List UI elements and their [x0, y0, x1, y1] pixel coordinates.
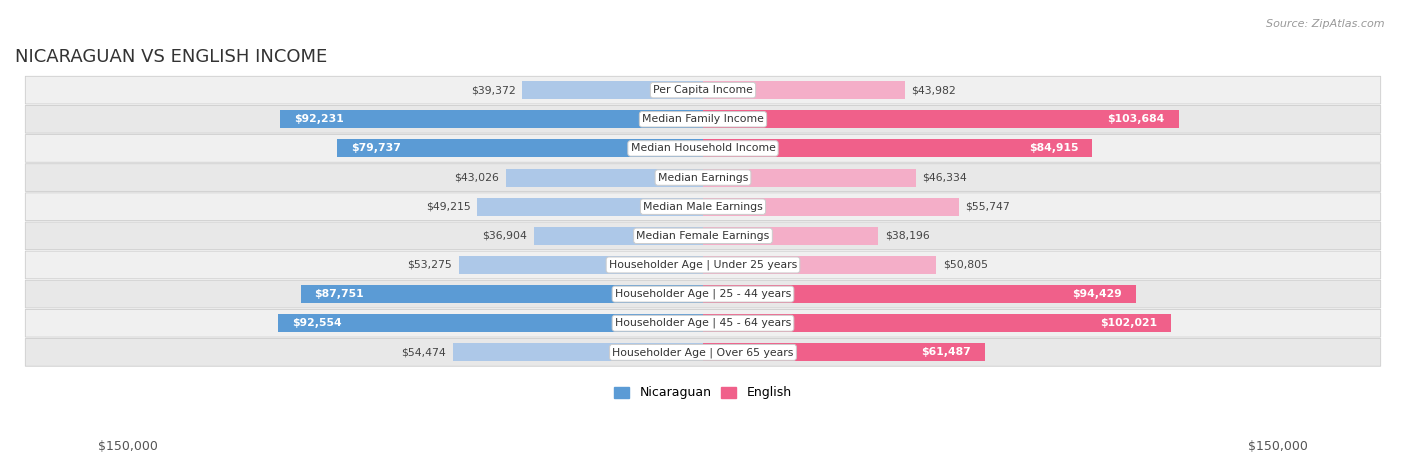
- Text: $92,554: $92,554: [292, 318, 342, 328]
- Text: Householder Age | 45 - 64 years: Householder Age | 45 - 64 years: [614, 318, 792, 328]
- Text: $36,904: $36,904: [482, 231, 527, 241]
- Text: $103,684: $103,684: [1108, 114, 1164, 124]
- Bar: [703, 81, 904, 99]
- Text: $87,751: $87,751: [315, 289, 364, 299]
- Text: $53,275: $53,275: [406, 260, 451, 270]
- Text: Source: ZipAtlas.com: Source: ZipAtlas.com: [1267, 19, 1385, 28]
- Text: Householder Age | Under 25 years: Householder Age | Under 25 years: [609, 260, 797, 270]
- Bar: [703, 110, 1178, 128]
- Bar: [506, 169, 703, 187]
- Text: $150,000: $150,000: [1247, 440, 1308, 453]
- Text: $50,805: $50,805: [943, 260, 988, 270]
- Text: $54,474: $54,474: [402, 347, 446, 357]
- FancyBboxPatch shape: [25, 222, 1381, 250]
- Text: Per Capita Income: Per Capita Income: [652, 85, 754, 95]
- Text: $55,747: $55,747: [966, 202, 1011, 212]
- Bar: [703, 285, 1136, 303]
- Bar: [301, 285, 703, 303]
- Text: $102,021: $102,021: [1099, 318, 1157, 328]
- FancyBboxPatch shape: [25, 134, 1381, 162]
- Bar: [703, 169, 915, 187]
- Bar: [337, 139, 703, 157]
- Text: $49,215: $49,215: [426, 202, 471, 212]
- Text: Householder Age | Over 65 years: Householder Age | Over 65 years: [612, 347, 794, 358]
- Text: $150,000: $150,000: [98, 440, 159, 453]
- Text: Median Male Earnings: Median Male Earnings: [643, 202, 763, 212]
- FancyBboxPatch shape: [25, 106, 1381, 133]
- FancyBboxPatch shape: [25, 339, 1381, 366]
- Bar: [523, 81, 703, 99]
- Bar: [534, 227, 703, 245]
- Bar: [703, 227, 879, 245]
- Text: NICARAGUAN VS ENGLISH INCOME: NICARAGUAN VS ENGLISH INCOME: [15, 48, 328, 66]
- FancyBboxPatch shape: [25, 193, 1381, 220]
- Text: Median Family Income: Median Family Income: [643, 114, 763, 124]
- Text: $43,026: $43,026: [454, 173, 499, 183]
- Bar: [453, 343, 703, 361]
- Bar: [703, 198, 959, 216]
- Text: Median Earnings: Median Earnings: [658, 173, 748, 183]
- Text: $84,915: $84,915: [1029, 143, 1078, 154]
- Text: $92,231: $92,231: [294, 114, 343, 124]
- Text: $79,737: $79,737: [352, 143, 401, 154]
- FancyBboxPatch shape: [25, 280, 1381, 308]
- Legend: Nicaraguan, English: Nicaraguan, English: [609, 382, 797, 404]
- Bar: [703, 314, 1171, 333]
- FancyBboxPatch shape: [25, 164, 1381, 191]
- Text: Median Household Income: Median Household Income: [630, 143, 776, 154]
- Bar: [458, 256, 703, 274]
- FancyBboxPatch shape: [25, 310, 1381, 337]
- Bar: [278, 314, 703, 333]
- FancyBboxPatch shape: [25, 76, 1381, 104]
- Bar: [703, 256, 936, 274]
- Text: $46,334: $46,334: [922, 173, 967, 183]
- Text: $38,196: $38,196: [884, 231, 929, 241]
- Text: $61,487: $61,487: [921, 347, 972, 357]
- Text: $43,982: $43,982: [911, 85, 956, 95]
- Bar: [703, 139, 1092, 157]
- Bar: [280, 110, 703, 128]
- Text: Householder Age | 25 - 44 years: Householder Age | 25 - 44 years: [614, 289, 792, 299]
- Text: Median Female Earnings: Median Female Earnings: [637, 231, 769, 241]
- Bar: [703, 343, 986, 361]
- Bar: [477, 198, 703, 216]
- Text: $94,429: $94,429: [1073, 289, 1122, 299]
- FancyBboxPatch shape: [25, 251, 1381, 279]
- Text: $39,372: $39,372: [471, 85, 516, 95]
